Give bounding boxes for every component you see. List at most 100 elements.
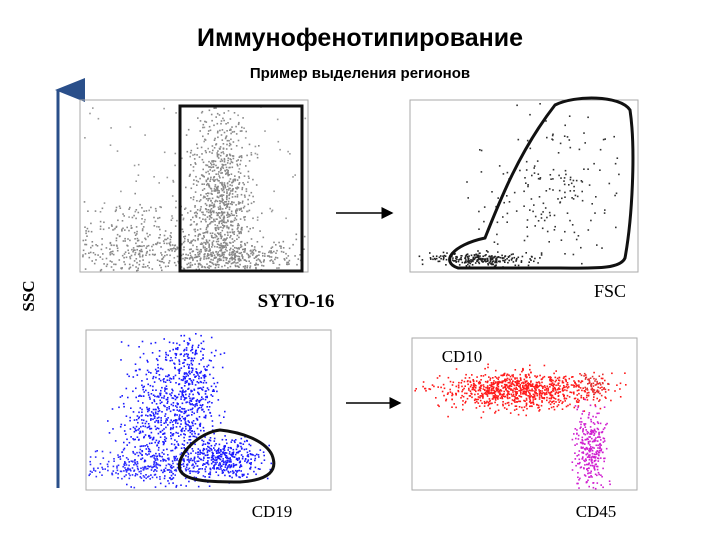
dot <box>578 399 580 402</box>
dot <box>172 477 175 479</box>
dot <box>175 206 177 209</box>
dot <box>138 252 141 255</box>
dot <box>181 394 184 396</box>
dot <box>220 158 223 161</box>
dot <box>582 397 585 399</box>
dot <box>185 466 188 468</box>
dot <box>494 265 497 267</box>
dot <box>150 342 152 345</box>
dot <box>249 250 252 252</box>
dot <box>217 254 219 257</box>
dot <box>149 450 152 453</box>
dot <box>180 463 183 466</box>
dot <box>187 353 189 356</box>
dot <box>193 459 195 462</box>
dot <box>488 400 491 403</box>
dot <box>503 383 506 386</box>
dot <box>544 389 546 391</box>
dot <box>222 245 225 247</box>
dot <box>233 240 236 242</box>
dot <box>92 252 95 254</box>
dot <box>197 433 200 435</box>
dot <box>503 259 505 262</box>
dot <box>231 452 234 454</box>
dot <box>563 376 565 378</box>
dot <box>452 257 454 259</box>
dot <box>229 192 231 194</box>
dot <box>252 217 254 220</box>
dot <box>175 470 178 472</box>
dot <box>509 384 512 387</box>
dot <box>155 428 157 431</box>
dot <box>202 382 205 384</box>
dot <box>143 467 145 470</box>
dot <box>567 404 569 407</box>
dot <box>200 220 202 223</box>
dot <box>220 134 223 136</box>
dot <box>90 222 92 225</box>
dot <box>141 380 143 382</box>
dot <box>264 252 266 255</box>
dot <box>504 379 506 382</box>
dot <box>220 450 222 452</box>
dot <box>137 400 140 402</box>
dot <box>273 190 275 193</box>
dot <box>238 176 240 178</box>
dot <box>205 121 208 123</box>
dot <box>220 168 222 170</box>
dot <box>494 412 496 414</box>
dot <box>271 251 273 254</box>
dot <box>194 404 196 406</box>
dot <box>599 382 601 385</box>
dot <box>139 394 141 397</box>
dot <box>257 263 259 266</box>
dot <box>183 361 185 364</box>
dot <box>252 249 254 251</box>
dot <box>147 244 150 247</box>
dot <box>221 172 223 174</box>
dot <box>227 465 229 467</box>
dot <box>101 243 103 246</box>
dot <box>481 257 483 260</box>
dot <box>554 388 556 390</box>
dot <box>614 194 616 197</box>
dot <box>241 210 243 212</box>
dot <box>231 262 234 264</box>
dot <box>253 257 256 259</box>
dot <box>173 419 175 422</box>
dot <box>221 163 224 166</box>
dot <box>187 238 189 241</box>
dot <box>198 377 200 380</box>
dot <box>251 251 253 253</box>
dot <box>211 119 213 122</box>
dot <box>210 385 213 388</box>
dot <box>200 264 202 266</box>
dot <box>142 402 144 404</box>
dot <box>213 464 215 467</box>
dot <box>206 231 209 234</box>
dot <box>133 464 135 466</box>
dot <box>490 258 492 261</box>
dot <box>561 408 564 410</box>
dot <box>173 469 176 472</box>
dot <box>194 351 197 354</box>
dot <box>531 396 534 398</box>
dot <box>141 408 143 411</box>
dot <box>173 455 175 458</box>
dot <box>571 197 573 199</box>
dot <box>113 263 115 266</box>
dot <box>187 456 189 458</box>
dot <box>184 376 186 379</box>
dot <box>493 395 496 398</box>
dot <box>590 420 593 423</box>
dot <box>247 256 250 259</box>
dot <box>99 471 101 474</box>
dot <box>174 413 177 416</box>
dot <box>192 359 194 362</box>
dot <box>231 228 234 231</box>
dot <box>543 385 546 387</box>
dot <box>223 220 225 222</box>
dot <box>228 166 230 169</box>
dot <box>588 391 590 394</box>
dot <box>222 469 225 471</box>
